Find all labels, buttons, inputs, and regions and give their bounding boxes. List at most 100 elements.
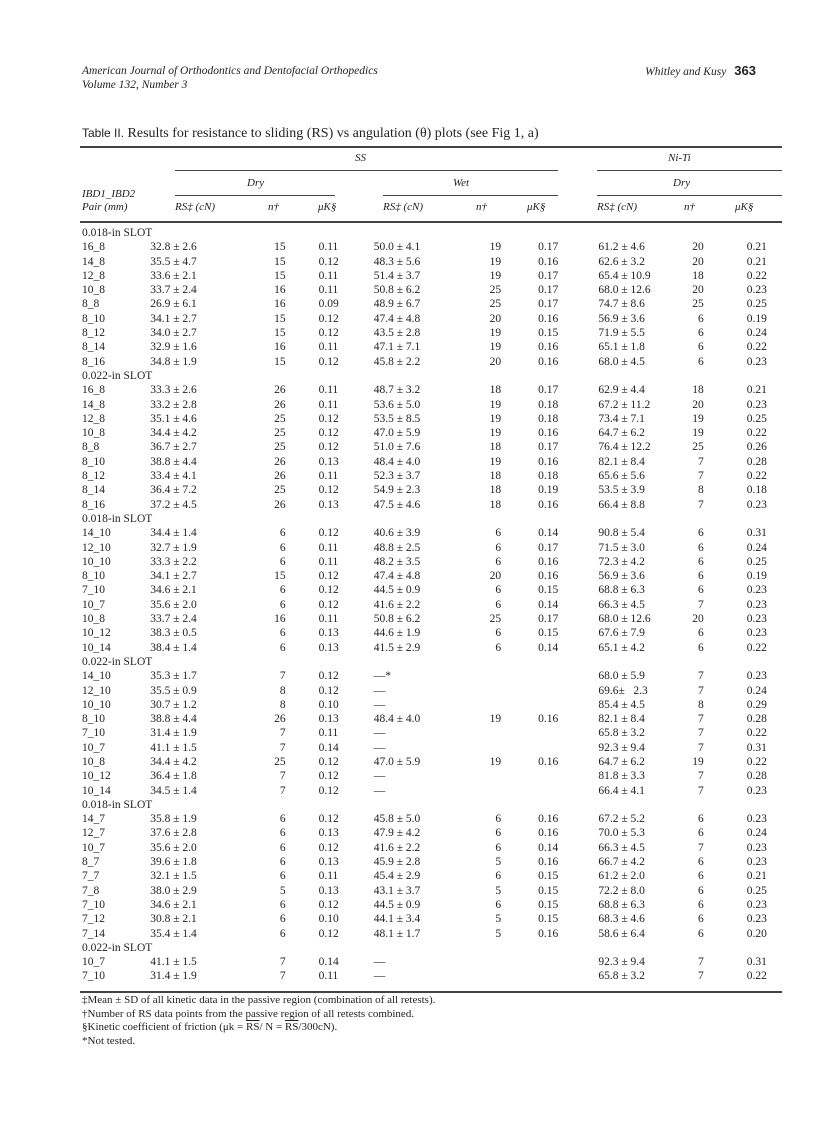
cell-mu-wet: 0.16 [538,498,559,511]
cell-rs-dry: 33.4 ± 4.1 [150,470,197,483]
cell-n-dry: 26 [274,470,286,483]
cell-n-wet: 5 [495,856,502,869]
cell-pair: 8_10 [82,570,105,583]
cell-rs-niti: 68.0 ± 12.6 [598,613,651,626]
cell-mu-niti: 0.19 [746,312,767,325]
cell-mu-dry: 0.11 [318,384,339,397]
cell-pair: 8_16 [82,355,105,368]
cell-n-niti: 8 [697,484,704,497]
cell-n-dry: 6 [279,913,286,926]
cell-n-dry: 7 [279,784,286,797]
cell-mu-wet: 0.19 [538,484,559,497]
cell-n-niti: 19 [692,412,704,425]
cell-mu-niti: 0.21 [746,241,767,254]
cell-n-niti: 6 [697,913,704,926]
cell-pair: 10_7 [82,841,105,854]
cell-pair: 10_14 [82,641,111,654]
table-row: 8_10 34.1 ± 2.7 15 0.12 47.4 ± 4.8 20 0.16 56.9… [80,569,782,583]
cell-mu-dry: 0.11 [318,727,339,740]
cell-mu-wet: 0.16 [538,555,559,568]
cell-pair: 14_10 [82,670,111,683]
cell-mu-dry: 0.11 [318,470,339,483]
cell-pair: 8_8 [82,298,100,311]
cell-rs-wet: 45.4 ± 2.9 [373,870,421,883]
cell-rs-wet: 45.9 ± 2.8 [373,856,421,869]
cell-rs-dry: 35.5 ± 4.7 [150,255,197,268]
cell-rs-dry: 34.4 ± 4.2 [150,427,197,440]
cell-rs-dry: 38.8 ± 4.4 [150,713,197,726]
cell-n-wet: 5 [495,927,502,940]
authors: Whitley and Kusy [645,66,727,78]
cell-n-wet: 5 [495,884,502,897]
cell-n-wet: 6 [495,827,502,840]
cell-n-niti: 6 [697,327,704,340]
cell-n-wet: 20 [489,355,502,368]
cell-n-wet [431,698,501,712]
cell-pair: 8_10 [82,312,105,325]
cell-n-niti: 6 [697,355,704,368]
cell-rs-wet: 50.8 ± 6.2 [373,613,421,626]
cell-pair: 7_10 [82,898,105,911]
cell-rs-dry: 35.3 ± 1.7 [150,670,197,683]
cell-rs-niti: 53.5 ± 3.9 [598,484,645,497]
cell-n-dry: 25 [274,441,286,454]
cell-mu-wet: 0.14 [538,841,559,854]
cell-n-wet: 6 [495,813,502,826]
table-row: 8_7 39.6 ± 1.8 6 0.13 45.9 ± 2.8 5 0.16 66.7 ± … [80,855,782,869]
cell-rs-dry: 34.4 ± 4.2 [150,755,197,768]
cell-mu-wet: 0.16 [538,341,559,354]
cell-rs-wet: 47.0 ± 5.9 [373,755,421,768]
cell-mu-wet: 0.15 [538,898,559,911]
cell-mu-wet: 0.16 [538,427,559,440]
cell-mu-dry: 0.12 [318,355,339,368]
table-row: 8_12 34.0 ± 2.7 15 0.12 43.5 ± 2.8 19 0.15 71.9… [80,326,782,340]
cell-n-wet: 18 [489,470,502,483]
cell-rs-wet: 44.1 ± 3.4 [373,913,421,926]
cell-n-dry: 6 [279,841,286,854]
cell-rs-dry: 33.3 ± 2.2 [150,555,197,568]
cell-mu-niti: 0.24 [746,684,767,697]
table-row: 8_10 38.8 ± 4.4 26 0.13 48.4 ± 4.0 19 0.16 82.1… [80,455,782,469]
cell-rs-wet: — [373,741,386,754]
cell-mu-wet: 0.14 [538,598,559,611]
section-row: 0.022-in SLOT [80,369,782,383]
cell-rs-wet: 53.6 ± 5.0 [373,398,421,411]
table-row: 14_8 33.2 ± 2.8 26 0.11 53.6 ± 5.0 19 0.18 67.2… [80,398,782,412]
footnotes: ‡Mean ± SD of all kinetic data in the pa… [82,994,435,1048]
cell-rs-dry: 36.4 ± 1.8 [150,770,197,783]
cell-rs-wet: — [373,956,386,969]
cell-n-dry: 25 [274,412,286,425]
cell-mu-niti: 0.23 [746,284,767,297]
cell-mu-dry: 0.10 [318,698,339,711]
cell-n-wet: 20 [489,312,502,325]
cell-pair: 10_7 [82,956,105,969]
cell-rs-wet: — [373,770,386,783]
cell-n-dry: 6 [279,555,286,568]
cell-mu-wet [501,955,571,969]
cell-n-wet: 19 [489,255,502,268]
col-mu-dry: μK§ [318,201,337,213]
cell-mu-wet: 0.16 [538,713,559,726]
cell-rs-wet: 48.8 ± 2.5 [373,541,421,554]
cell-rs-wet: 50.8 ± 6.2 [373,284,421,297]
cell-mu-niti: 0.23 [746,355,767,368]
cell-rs-wet: 54.9 ± 2.3 [373,484,421,497]
cell-n-niti: 7 [697,455,704,468]
footnote-not-tested: *Not tested. [82,1034,136,1047]
cell-rs-dry: 34.8 ± 1.9 [150,355,197,368]
cell-rs-wet: 45.8 ± 5.0 [373,813,421,826]
cell-n-wet: 6 [495,555,502,568]
cell-rs-wet: — [373,727,386,740]
cell-mu-dry: 0.12 [318,327,339,340]
cell-rs-niti: 76.4 ± 12.2 [598,441,651,454]
cell-mu-niti: 0.23 [746,813,767,826]
cell-rs-dry: 34.0 ± 2.7 [150,327,197,340]
cell-mu-niti: 0.23 [746,627,767,640]
table-row: 8_14 36.4 ± 7.2 25 0.12 54.9 ± 2.3 18 0.19 53.5… [80,483,782,497]
cell-mu-wet: 0.15 [538,327,559,340]
cell-mu-wet: 0.14 [538,527,559,540]
cell-n-wet [431,969,501,983]
cell-n-dry: 7 [279,770,286,783]
cell-rs-wet: 51.4 ± 3.7 [373,269,421,282]
cell-n-niti: 6 [697,527,704,540]
